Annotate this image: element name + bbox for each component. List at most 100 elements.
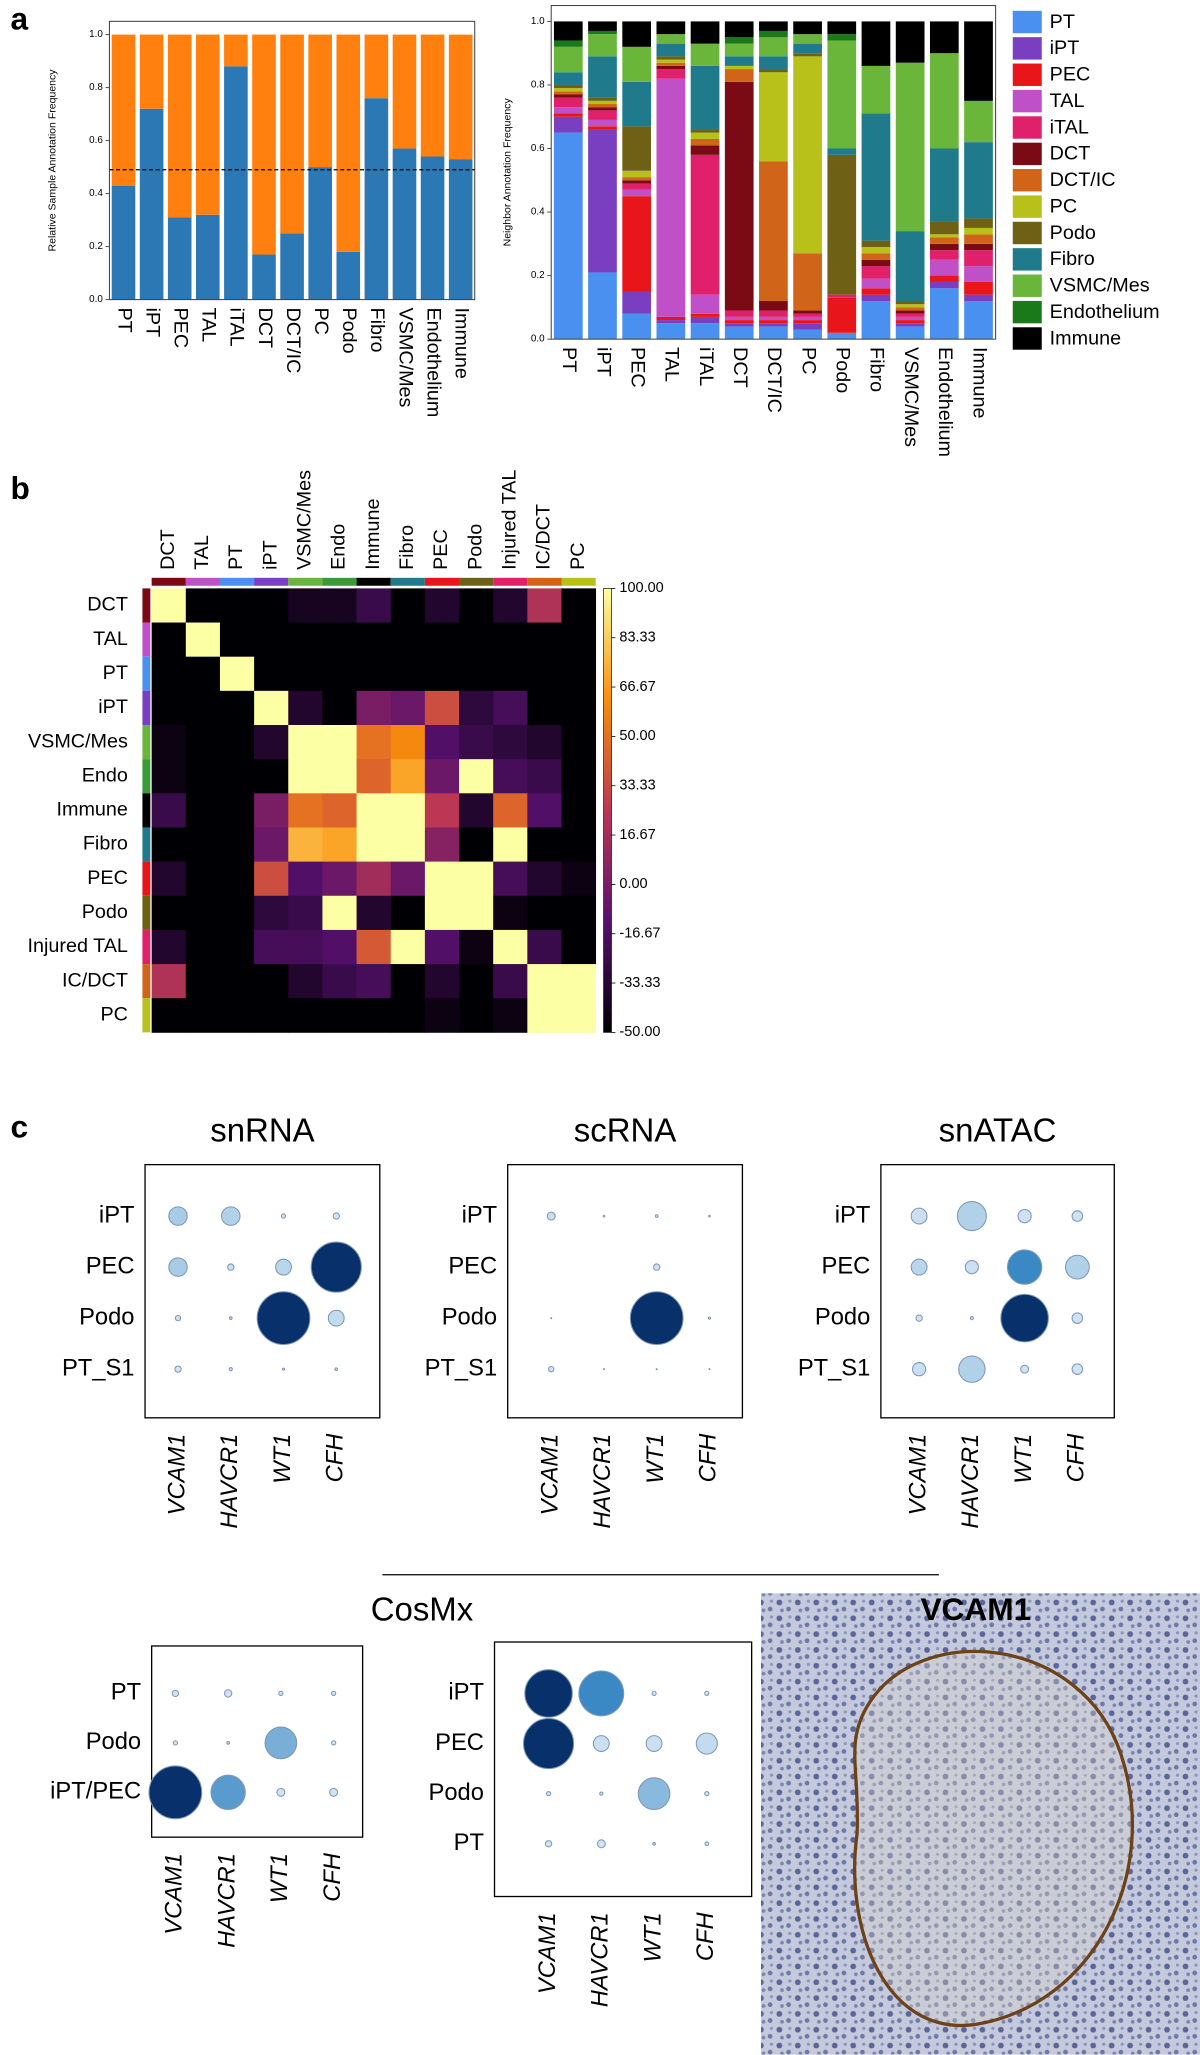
dot [330,1740,337,1746]
column-label: WT1 [640,1912,666,1962]
plot-title: snRNA [210,1112,314,1149]
bar-segment [861,266,891,279]
bar-segment [964,243,993,251]
heatmap-cell [527,588,562,623]
column-label: CFH [320,1852,346,1902]
bar-segment [308,167,332,300]
column-color [356,577,391,586]
column-label: CFH [323,1433,349,1483]
y-tick-label: 0.8 [531,80,545,91]
legend-label: Fibro [1050,248,1095,270]
heatmap-cell [459,793,494,828]
heatmap-cell [151,588,187,623]
legend-swatch [1012,142,1042,166]
row-label: iPT [99,1202,135,1228]
heatmap-cell [219,861,255,897]
column-color [424,577,460,586]
heatmap-cell [322,724,357,760]
bar-segment [827,148,857,155]
heatmap-cell [219,588,255,623]
heatmap-cell [527,827,562,863]
x-tick-label: PT [558,347,580,372]
column-label: IC/DCT [533,504,555,570]
heatmap-cell [527,895,562,931]
row-label: IC/DCT [62,969,128,991]
heatmap-cell [288,861,323,897]
heatmap-cell [219,998,255,1033]
heatmap-cell [424,724,460,760]
dot [602,1214,606,1218]
bar-segment [690,65,720,130]
bar-segment [861,240,891,248]
column-label: VCAM1 [535,1912,561,1994]
bar-segment [827,40,857,149]
bar-segment [895,62,925,232]
heatmap-cell [527,929,562,965]
heatmap-cell [185,793,221,828]
row-label: PEC [448,1253,497,1279]
dot [602,1368,606,1371]
dot [1071,1312,1084,1324]
dot [653,1263,661,1271]
heatmap-cell [459,690,494,726]
heatmap-cell [151,793,187,828]
bar-segment [139,34,164,109]
bar-segment [553,91,583,95]
y-axis-label: Neighbor Annotation Frequency [501,98,513,247]
heatmap-cell [561,793,597,828]
heatmap-cell [322,827,357,863]
dot [168,1257,188,1277]
bar-segment [308,34,332,168]
dot [329,1787,339,1797]
heatmap-cell [424,964,460,999]
bar-segment [724,69,754,82]
bar-segment [793,323,822,330]
bar-segment [793,253,822,311]
bar-segment [724,81,754,311]
heatmap-cell [493,861,528,897]
bar-segment [167,34,192,218]
bar-segment [759,37,788,57]
dot [174,1365,182,1373]
bar-segment [588,272,617,340]
bar-segment [861,247,891,254]
bar-segment [656,78,686,317]
bar-segment [588,56,617,98]
heatmap-cell [356,588,392,623]
x-tick-label: Endothelium [422,308,444,418]
colorbar-tick-label: 16.67 [619,827,655,843]
bar-segment [861,288,891,295]
bar-segment [139,108,164,300]
bar-segment [588,100,617,105]
heatmap-cell [561,964,597,999]
dot [522,1717,575,1770]
heatmap-cell [219,827,255,863]
axes-frame [507,1163,744,1419]
colorbar-tick-label: 33.33 [619,778,655,794]
heatmap-cell [288,690,323,726]
bar-segment [224,66,248,300]
bar-segment [759,30,788,38]
y-tick-label: 0.6 [531,143,545,154]
column-color [254,577,289,586]
bar-segment [553,94,583,98]
bar-segment [656,320,686,324]
dot [912,1362,927,1377]
heatmap-cell [254,588,289,623]
bar-segment [827,21,857,35]
bar-segment [195,214,220,300]
bar-segment [622,126,652,171]
bar-segment [588,21,617,31]
heatmap-cell [390,656,426,692]
heatmap-cell [356,929,392,965]
dot [210,1774,246,1811]
heatmap-cell [288,827,323,863]
y-tick-label: 0.8 [89,82,103,93]
x-tick-label: iPT [141,308,163,338]
legend-label: Immune [1050,327,1121,349]
row-color [142,964,151,999]
heatmap-cell [288,964,323,999]
row-label: iPT [462,1202,498,1228]
bar-segment [895,307,925,311]
